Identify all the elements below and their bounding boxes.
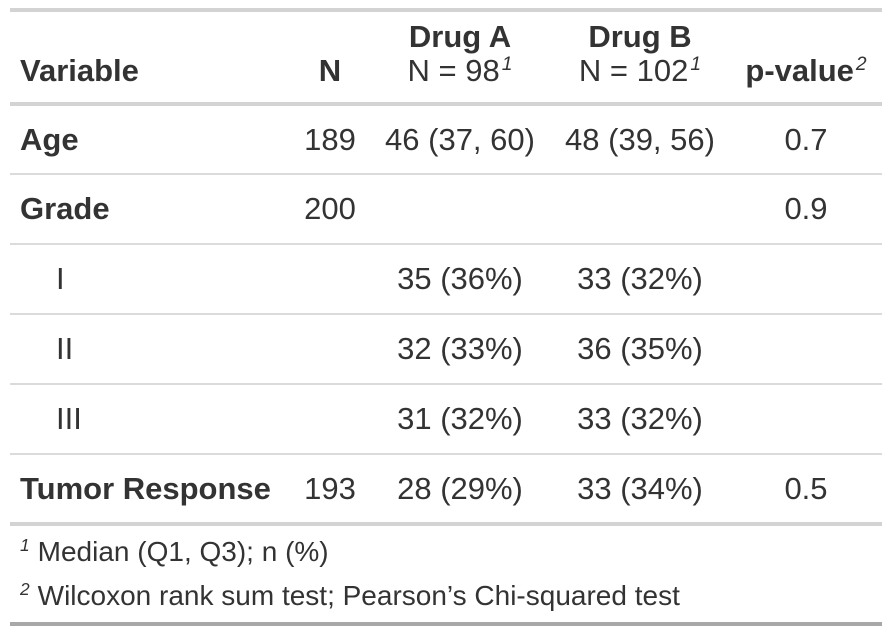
- cell-p-value: 0.5: [784, 470, 828, 506]
- cell-drug-b: 33 (32%): [550, 384, 730, 455]
- column-header-variable: Variable: [10, 10, 290, 106]
- cell-n: 189: [290, 104, 370, 175]
- summary-table: Variable N Drug A N = 98 1 Drug B N = 102…: [10, 8, 882, 526]
- cell-n: [290, 244, 370, 315]
- table-header: Variable N Drug A N = 98 1 Drug B N = 102…: [10, 10, 882, 106]
- cell-n: [290, 384, 370, 455]
- cell-n: 200: [290, 174, 370, 245]
- cell-drug-a: 28 (29%): [397, 470, 523, 506]
- cell-p-value: [730, 244, 882, 315]
- cell-n: 193: [304, 470, 356, 506]
- table-body: Age 189 46 (37, 60) 48 (39, 56) 0.7 Grad…: [10, 104, 882, 524]
- column-label: Drug B: [588, 19, 692, 54]
- footnote-1: 1 Median (Q1, Q3); n (%): [20, 530, 882, 574]
- column-sublabel: N = 98 1: [407, 53, 513, 88]
- column-header-n: N: [290, 10, 370, 106]
- row-label: Tumor Response: [20, 470, 271, 506]
- cell-drug-b: 48 (39, 56): [550, 104, 730, 175]
- footnote-mark: 1: [501, 53, 513, 75]
- column-label: Drug A: [408, 19, 512, 54]
- footnote-text: Wilcoxon rank sum test; Pearson’s Chi-sq…: [37, 580, 680, 611]
- cell-drug-a: 35 (36%): [370, 244, 550, 315]
- footnote-mark: 2: [855, 53, 867, 75]
- cell-drug-a: 46 (37, 60): [370, 104, 550, 175]
- row-label: I: [10, 244, 290, 315]
- footnote-text: Median (Q1, Q3); n (%): [37, 536, 329, 567]
- table-row-age: Age 189 46 (37, 60) 48 (39, 56) 0.7: [10, 104, 882, 175]
- footnote-mark: 1: [20, 534, 30, 555]
- cell-p-value: 0.9: [730, 174, 882, 245]
- row-label: III: [10, 384, 290, 455]
- footnote-mark: 1: [690, 53, 702, 75]
- cell-drug-b: [550, 174, 730, 245]
- table-row-grade-1: I 35 (36%) 33 (32%): [10, 244, 882, 315]
- column-sublabel: N = 102 1: [578, 53, 702, 88]
- cell-drug-b: 33 (34%): [577, 470, 703, 506]
- cell-n: [290, 314, 370, 385]
- cell-p-value: [730, 384, 882, 455]
- header-row: Variable N Drug A N = 98 1 Drug B N = 102…: [10, 10, 882, 106]
- cell-drug-a: 31 (32%): [370, 384, 550, 455]
- column-header-drug-a: Drug A N = 98 1: [370, 10, 550, 106]
- column-label: p-value: [745, 53, 854, 88]
- table-row-grade-3: III 31 (32%) 33 (32%): [10, 384, 882, 455]
- cell-p-value: [730, 314, 882, 385]
- table-row-grade-2: II 32 (33%) 36 (35%): [10, 314, 882, 385]
- table-row-tumor-response: Tumor Response 193 28 (29%) 33 (34%) 0.5: [10, 454, 882, 524]
- table-footnotes: 1 Median (Q1, Q3); n (%) 2 Wilcoxon rank s…: [10, 526, 882, 626]
- column-header-drug-b: Drug B N = 102 1: [550, 10, 730, 106]
- cell-drug-b: 36 (35%): [550, 314, 730, 385]
- column-header-p-value: p-value 2: [730, 10, 882, 106]
- table-row-grade: Grade 200 0.9: [10, 174, 882, 245]
- row-label: II: [10, 314, 290, 385]
- column-label: N: [318, 53, 342, 88]
- footnote-2: 2 Wilcoxon rank sum test; Pearson’s Chi-s…: [20, 574, 882, 618]
- column-label: Variable: [20, 53, 139, 88]
- summary-table-container: Variable N Drug A N = 98 1 Drug B N = 102…: [10, 8, 882, 626]
- row-label: Grade: [10, 174, 290, 245]
- row-label: Age: [10, 104, 290, 175]
- cell-p-value: 0.7: [730, 104, 882, 175]
- cell-drug-b: 33 (32%): [550, 244, 730, 315]
- cell-drug-a: 32 (33%): [370, 314, 550, 385]
- cell-drug-a: [370, 174, 550, 245]
- footnote-mark: 2: [20, 578, 30, 599]
